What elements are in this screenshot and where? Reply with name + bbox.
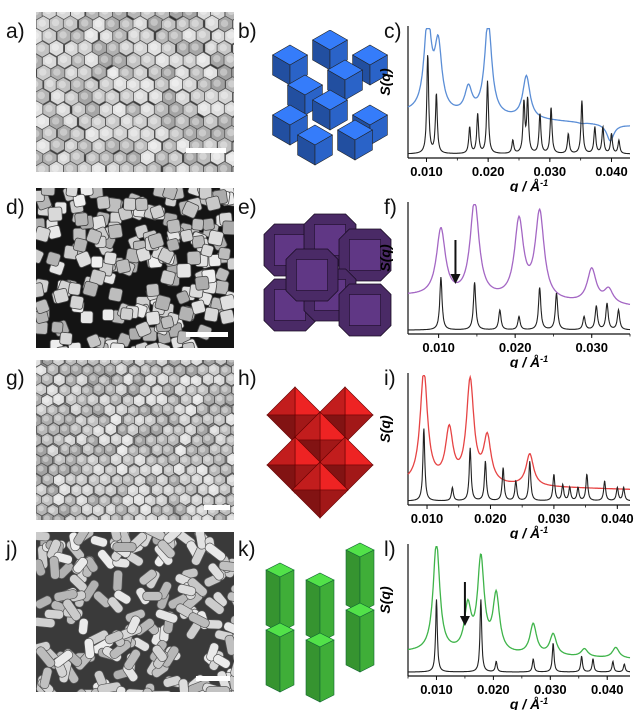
rhombic-dodecahedron-4	[326, 59, 364, 101]
model-scattering-curve	[408, 599, 630, 673]
panel-label-e: e)	[238, 196, 257, 219]
x-tick-label: 0.020	[477, 682, 510, 697]
truncated-cube-6	[285, 248, 339, 302]
y-axis-label: S(q)	[378, 586, 393, 614]
panel-label-d: d)	[6, 196, 25, 219]
crystal-model-octahedra	[266, 386, 374, 519]
panel-label-g: g)	[6, 367, 25, 390]
panel-label-a: a)	[6, 20, 25, 43]
x-axis-label-exponent: -1	[540, 525, 548, 535]
y-axis-label: S(q)	[378, 244, 393, 272]
panel-label-c: c)	[384, 20, 402, 43]
x-axis-label: q / Å-1	[510, 696, 548, 710]
sem-image-g	[36, 360, 234, 520]
panel-label-f: f)	[384, 196, 397, 219]
x-axis-label: q / Å-1	[510, 525, 548, 539]
scattering-chart-f: 0.010 0.020 0.030 S(q) q / Å-1	[378, 202, 631, 368]
scale-bar	[186, 148, 226, 153]
nanorod-1	[305, 572, 335, 643]
x-axis-label-exponent: -1	[540, 696, 548, 706]
crystal-model-truncated-cubes	[263, 213, 392, 337]
scale-bar	[186, 332, 228, 337]
x-axis-label: q / Å-1	[510, 354, 548, 368]
measured-scattering-curve	[407, 203, 631, 306]
scale-bar	[196, 676, 230, 681]
crystal-model-rhombic-dodecahedra	[271, 30, 389, 166]
x-tick-label: 0.040	[595, 164, 628, 179]
measured-scattering-curve	[407, 545, 631, 659]
x-tick-label: 0.010	[420, 682, 453, 697]
panel-label-h: h)	[238, 367, 257, 390]
x-tick-label: 0.010	[410, 164, 443, 179]
y-axis-label: S(q)	[378, 415, 393, 443]
panel-label-j: j)	[6, 538, 18, 561]
rhombic-dodecahedron-8	[296, 124, 334, 166]
particle-field	[36, 360, 234, 520]
x-tick-label: 0.020	[472, 164, 505, 179]
x-tick-label: 0.040	[591, 682, 624, 697]
x-tick-label: 0.010	[411, 511, 444, 526]
x-axis-label-exponent: -1	[540, 178, 548, 188]
panel-label-k: k)	[238, 538, 256, 561]
sem-image-j	[36, 532, 234, 692]
sem-image-d	[36, 188, 234, 348]
sem-image-a	[36, 12, 234, 172]
rhombic-dodecahedron-1	[311, 30, 349, 71]
particle-field	[36, 12, 234, 172]
scale-bar	[204, 505, 230, 510]
x-tick-label: 0.030	[538, 511, 571, 526]
peak-arrow	[459, 582, 470, 626]
panel-label-b: b)	[238, 20, 257, 43]
x-tick-label: 0.020	[499, 340, 532, 355]
scattering-chart-l: 0.010 0.020 0.030 0.040 S(q) q / Å-1	[378, 544, 631, 710]
x-tick-label: 0.030	[534, 164, 567, 179]
model-scattering-curve	[408, 55, 630, 155]
measured-scattering-curve	[407, 374, 630, 490]
rhombic-dodecahedron-5	[271, 104, 309, 146]
panel-label-i: i)	[384, 367, 396, 390]
nanorod-0	[265, 562, 295, 633]
scattering-chart-c: 0.010 0.020 0.030 0.040 S(q) q / Å-1	[378, 26, 630, 192]
x-axis-label-exponent: -1	[540, 354, 548, 364]
nanorod-4	[305, 632, 335, 703]
x-tick-label: 0.040	[601, 511, 634, 526]
x-tick-label: 0.020	[474, 511, 507, 526]
nanorod-2	[345, 542, 375, 613]
octahedron-5	[291, 461, 349, 519]
model-scattering-curve	[408, 428, 630, 502]
x-axis-label: q / Å-1	[510, 178, 548, 192]
x-tick-label: 0.030	[575, 340, 608, 355]
measured-scattering-curve	[407, 27, 630, 142]
model-scattering-curve	[408, 277, 630, 331]
rhombic-dodecahedron-0	[271, 44, 309, 86]
scattering-chart-i: 0.010 0.020 0.030 0.040 S(q) q / Å-1	[378, 373, 634, 539]
truncated-cube-5	[338, 283, 392, 337]
x-tick-label: 0.030	[534, 682, 567, 697]
rhombic-dodecahedron-6	[311, 89, 349, 131]
rhombic-dodecahedron-9	[336, 119, 374, 161]
x-tick-label: 0.010	[422, 340, 455, 355]
y-axis-label: S(q)	[378, 68, 393, 96]
crystal-model-nanorods	[265, 542, 375, 703]
nanorod-5	[345, 602, 375, 673]
panel-label-l: l)	[384, 538, 396, 561]
truncated-cube-2	[338, 228, 392, 282]
peak-arrow	[450, 240, 461, 284]
nanorod-3	[265, 622, 295, 693]
